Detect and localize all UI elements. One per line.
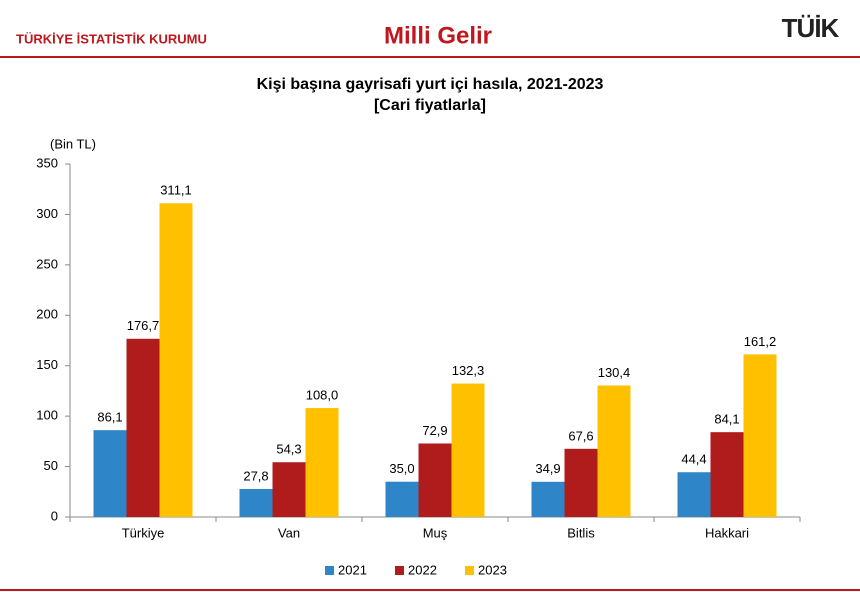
legend-label: 2021 <box>338 562 367 577</box>
value-label: 132,3 <box>452 363 485 378</box>
x-tick-label: Bitlis <box>567 525 595 540</box>
bar <box>564 448 598 517</box>
value-label: 84,1 <box>714 412 739 427</box>
value-label: 161,2 <box>744 334 777 349</box>
legend-swatch <box>395 566 404 575</box>
value-label: 130,4 <box>598 365 631 380</box>
y-tick-label: 0 <box>51 508 58 523</box>
y-tick-label: 50 <box>44 458 58 473</box>
bar <box>272 462 306 517</box>
value-label: 54,3 <box>276 442 301 457</box>
value-label: 72,9 <box>422 423 447 438</box>
value-label: 35,0 <box>389 461 414 476</box>
value-label: 176,7 <box>127 318 160 333</box>
y-tick-label: 150 <box>36 357 58 372</box>
logo: TÜİK <box>782 13 840 43</box>
bar <box>710 432 744 517</box>
value-label: 108,0 <box>306 388 339 403</box>
value-label: 86,1 <box>97 410 122 425</box>
y-tick-label: 200 <box>36 307 58 322</box>
slide-title: Milli Gelir <box>384 22 492 49</box>
value-label: 34,9 <box>535 461 560 476</box>
bar <box>531 481 565 517</box>
value-label: 44,4 <box>681 452 706 467</box>
chart-title: Kişi başına gayrisafi yurt içi hasıla, 2… <box>257 76 604 93</box>
legend-swatch <box>465 566 474 575</box>
bar <box>126 338 160 517</box>
bar <box>93 430 127 517</box>
bar <box>677 472 711 517</box>
value-label: 311,1 <box>160 183 192 198</box>
value-label: 67,6 <box>568 428 593 443</box>
bar <box>451 383 485 517</box>
legend-label: 2023 <box>478 562 507 577</box>
y-tick-label: 100 <box>36 408 58 423</box>
x-tick-label: Van <box>278 525 300 540</box>
x-tick-label: Hakkari <box>705 525 749 540</box>
x-tick-label: Türkiye <box>122 525 165 540</box>
y-tick-label: 300 <box>36 206 58 221</box>
bar <box>743 354 777 517</box>
bar <box>239 488 273 517</box>
legend-swatch <box>325 566 334 575</box>
x-tick-label: Muş <box>423 525 448 540</box>
y-axis-label: (Bin TL) <box>50 136 96 151</box>
legend-label: 2022 <box>408 562 437 577</box>
chart-subtitle: [Cari fiyatlarla] <box>374 97 486 114</box>
y-tick-label: 350 <box>36 155 58 170</box>
bar <box>385 481 419 517</box>
value-label: 27,8 <box>243 468 268 483</box>
bar <box>305 408 339 517</box>
bar <box>159 203 193 517</box>
bar <box>418 443 452 517</box>
y-tick-label: 250 <box>36 256 58 271</box>
bar <box>597 385 631 517</box>
organization: TÜRKİYE İSTATİSTİK KURUMU <box>16 31 207 46</box>
